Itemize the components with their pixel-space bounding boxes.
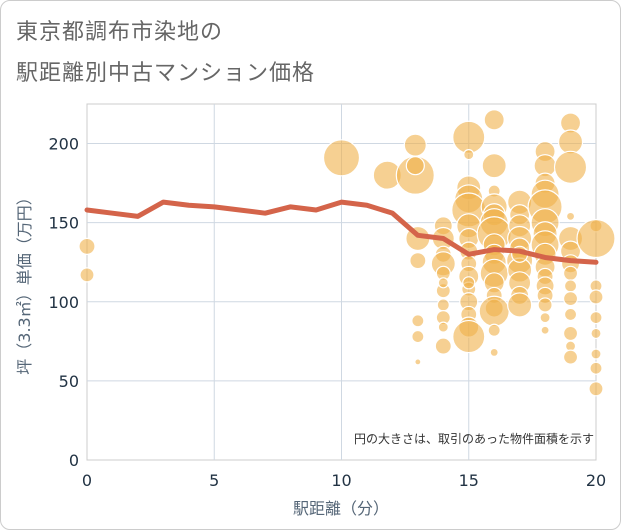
bubble-series (78, 109, 616, 397)
bubble-point (411, 329, 425, 344)
bubble-point (79, 267, 95, 283)
bubble-point (576, 218, 616, 259)
y-tick-label: 50 (59, 372, 79, 391)
bubble-point (78, 237, 96, 255)
bubble-point (414, 358, 422, 366)
bubble-point (403, 133, 427, 157)
bubble-point (322, 139, 361, 177)
bubble-point (481, 153, 507, 179)
chart-title-line-1: 東京都調布市染地の (16, 20, 224, 45)
bubble-point (452, 319, 486, 354)
bubble-point (411, 314, 425, 328)
bubble-point (434, 337, 452, 355)
bubble-point (557, 129, 584, 155)
bubble-point (489, 347, 499, 358)
x-tick-label: 5 (209, 471, 219, 490)
bubble-point (588, 381, 604, 397)
bubble-point (563, 279, 578, 293)
bubble-point (537, 297, 553, 313)
bubble-point (436, 298, 450, 312)
x-tick-label: 10 (331, 471, 351, 490)
y-tick-label: 200 (48, 135, 79, 154)
bubble-point (487, 323, 501, 337)
x-tick-label: 20 (586, 471, 606, 490)
bubble-point (437, 321, 449, 333)
y-tick-label: 100 (48, 293, 79, 312)
bubble-point (462, 276, 476, 290)
bubble-point (562, 325, 579, 342)
bubble-point (463, 149, 475, 161)
average-price-line (84, 199, 599, 265)
y-tick-label: 150 (48, 214, 79, 233)
bubble-point (540, 325, 550, 335)
y-tick-label: 0 (69, 451, 79, 470)
bubble-point (405, 156, 425, 176)
x-axis-title: 駅距離（分） (293, 499, 389, 518)
bubble-point (553, 150, 588, 184)
bubble-point (590, 327, 602, 340)
bubble-point (562, 265, 579, 281)
bubble-point (507, 292, 533, 318)
bubble-point (409, 252, 427, 270)
bubble-point (437, 277, 449, 289)
x-tick-label: 0 (82, 471, 92, 490)
y-axis-title: 坪（3.3㎡）単価（万円） (15, 189, 34, 374)
bubble-point (483, 109, 505, 131)
bubble-point (539, 312, 551, 324)
bubble-point (562, 349, 579, 365)
chart-title-line-2: 駅距離別中古マンション価格 (16, 61, 316, 86)
bubble-point (563, 307, 578, 322)
bubble-point (562, 291, 579, 307)
size-annotation: 円の大きさは、取引のあった物件面積を示す (354, 431, 594, 446)
bubble-point (452, 120, 486, 154)
trend-line-group (84, 199, 599, 265)
bubble-point (565, 211, 576, 221)
bubble-point (590, 348, 602, 360)
bubble-point (478, 295, 510, 327)
bubble-point (588, 289, 604, 305)
x-tick-label: 15 (459, 471, 479, 490)
bubble-point (589, 361, 603, 375)
bubble-point (589, 311, 603, 325)
